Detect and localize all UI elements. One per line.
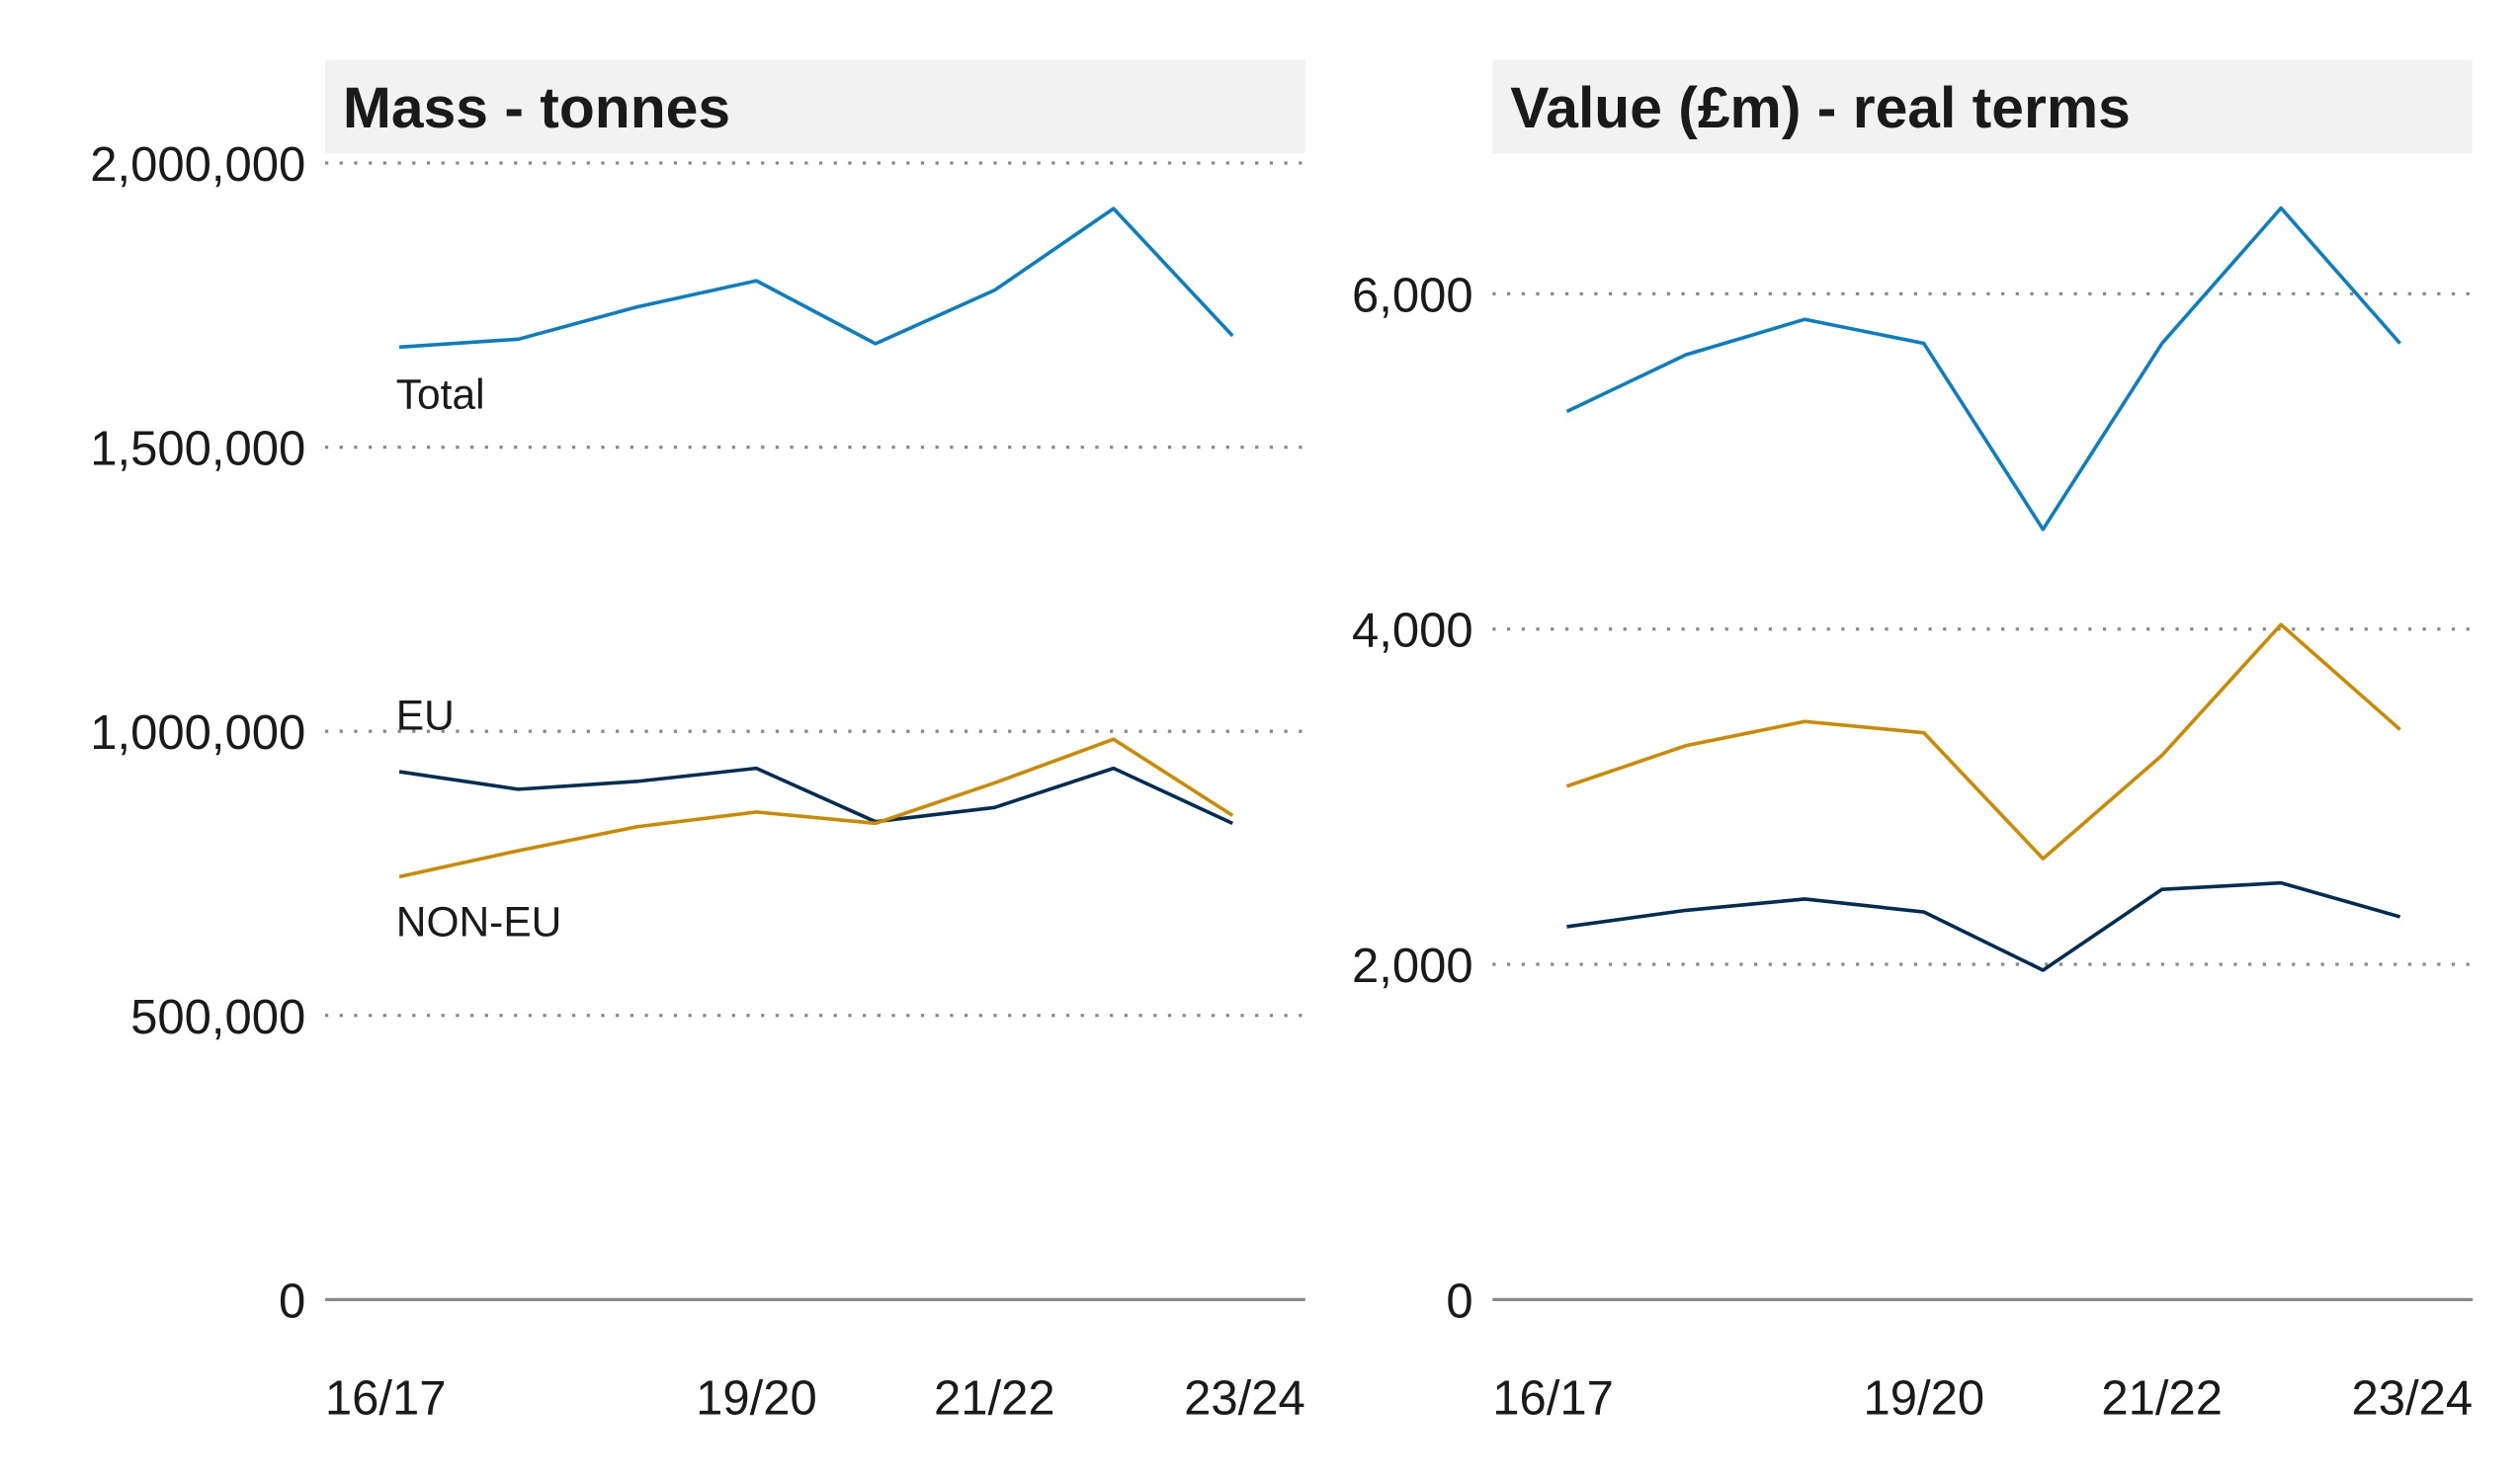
series-line-non-eu bbox=[1565, 622, 2401, 861]
title-background bbox=[1492, 59, 2474, 154]
x-tick-label: 23/24 bbox=[1184, 1371, 1305, 1425]
x-tick-label: 19/20 bbox=[696, 1371, 817, 1425]
y-tick-label: 0 bbox=[279, 1275, 305, 1328]
series-line-eu bbox=[1566, 880, 2401, 972]
title-background bbox=[324, 59, 1305, 154]
panel-title: Value (£m) - real terms bbox=[1510, 76, 2131, 140]
y-tick-label: 2,000,000 bbox=[90, 138, 305, 192]
series-line-total bbox=[398, 206, 1234, 350]
series-line-non-eu bbox=[398, 737, 1234, 879]
y-tick-label: 4,000 bbox=[1352, 605, 1473, 658]
y-tick-label: 6,000 bbox=[1352, 269, 1473, 322]
y-tick-label: 0 bbox=[1446, 1275, 1472, 1328]
series-label-eu: EU bbox=[396, 694, 455, 740]
x-tick-label: 21/22 bbox=[2101, 1371, 2223, 1425]
x-tick-label: 21/22 bbox=[934, 1371, 1055, 1425]
y-tick-label: 1,000,000 bbox=[90, 706, 305, 760]
x-tick-label: 16/17 bbox=[325, 1371, 447, 1425]
panel-title: Mass - tonnes bbox=[343, 76, 730, 140]
panel-value: Value (£m) - real terms 0 2,000 4,000 6,000… bbox=[1352, 59, 2474, 1425]
x-tick-label: 23/24 bbox=[2351, 1371, 2473, 1425]
series-line-eu bbox=[398, 766, 1233, 825]
series-label-non-eu: NON-EU bbox=[396, 900, 562, 947]
x-tick-label: 19/20 bbox=[1863, 1371, 1984, 1425]
y-tick-label: 500,000 bbox=[130, 991, 305, 1044]
panel-mass: Mass - tonnes Total EU NON-EU 0 500,000 1,… bbox=[90, 59, 1305, 1425]
y-tick-label: 2,000 bbox=[1352, 940, 1473, 993]
series-label-total: Total bbox=[396, 371, 485, 418]
series-line-total bbox=[1565, 206, 2401, 532]
y-tick-label: 1,500,000 bbox=[90, 423, 305, 476]
x-tick-label: 16/17 bbox=[1492, 1371, 1614, 1425]
